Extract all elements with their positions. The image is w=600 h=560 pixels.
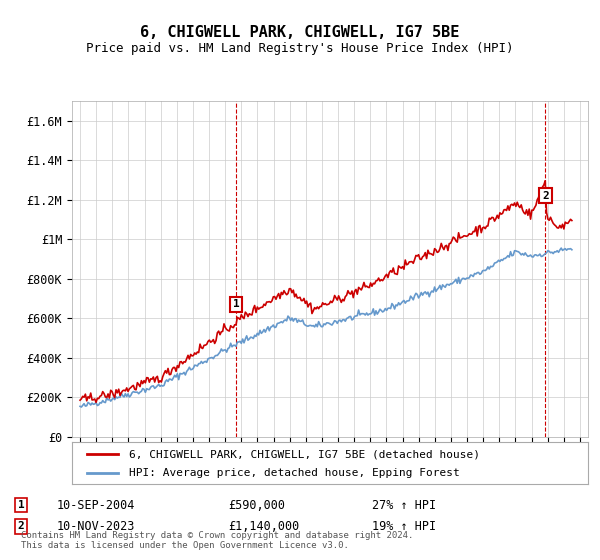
Text: Contains HM Land Registry data © Crown copyright and database right 2024.
This d: Contains HM Land Registry data © Crown c…: [21, 530, 413, 550]
Text: 27% ↑ HPI: 27% ↑ HPI: [372, 498, 436, 512]
Text: 2: 2: [542, 190, 549, 200]
Text: £590,000: £590,000: [228, 498, 285, 512]
Text: 1: 1: [17, 500, 25, 510]
Text: 6, CHIGWELL PARK, CHIGWELL, IG7 5BE: 6, CHIGWELL PARK, CHIGWELL, IG7 5BE: [140, 25, 460, 40]
Text: 10-NOV-2023: 10-NOV-2023: [57, 520, 136, 533]
Text: 2: 2: [17, 521, 25, 531]
Text: Price paid vs. HM Land Registry's House Price Index (HPI): Price paid vs. HM Land Registry's House …: [86, 42, 514, 55]
Text: 1: 1: [233, 300, 239, 309]
Text: 19% ↑ HPI: 19% ↑ HPI: [372, 520, 436, 533]
Text: £1,140,000: £1,140,000: [228, 520, 299, 533]
Text: HPI: Average price, detached house, Epping Forest: HPI: Average price, detached house, Eppi…: [129, 468, 460, 478]
Text: 6, CHIGWELL PARK, CHIGWELL, IG7 5BE (detached house): 6, CHIGWELL PARK, CHIGWELL, IG7 5BE (det…: [129, 449, 480, 459]
Text: 10-SEP-2004: 10-SEP-2004: [57, 498, 136, 512]
